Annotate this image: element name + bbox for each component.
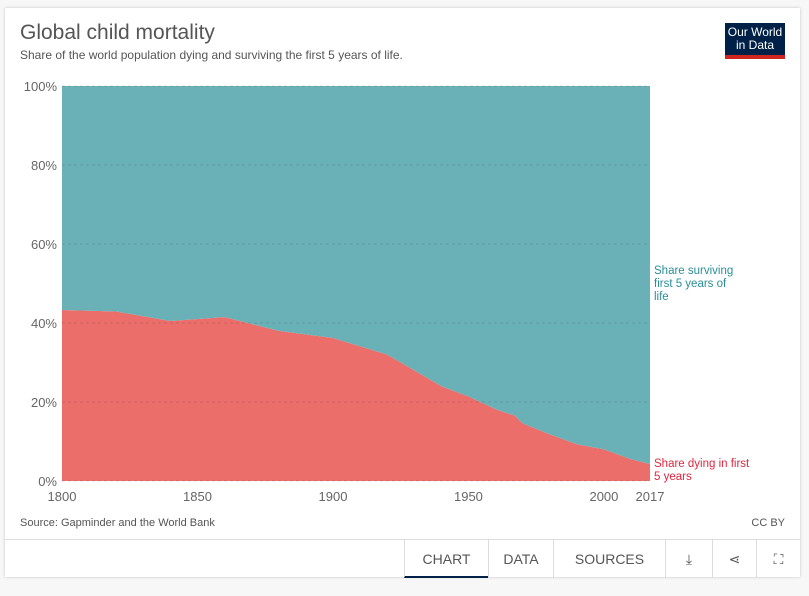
logo-line1: Our World (727, 25, 783, 39)
x-tick-label: 2000 (589, 489, 618, 504)
owid-logo[interactable]: Our World in Data (725, 23, 785, 59)
series-label-dying: 5 years (654, 471, 692, 483)
x-tick-label: 1900 (319, 489, 348, 504)
x-tick-label: 1850 (183, 489, 212, 504)
y-tick-label: 80% (31, 158, 57, 173)
chart-subtitle: Share of the world population dying and … (20, 48, 403, 62)
fullscreen-icon[interactable]: ⛶ (756, 540, 800, 578)
license[interactable]: CC BY (751, 517, 785, 529)
download-icon[interactable]: ⤓ (665, 540, 712, 578)
logo-line2: in Data (735, 38, 775, 52)
x-tick-label: 1950 (454, 489, 483, 504)
area-series-1 (62, 86, 650, 465)
source-note[interactable]: Source: Gapminder and the World Bank (20, 517, 215, 529)
footer-toolbar: CHART DATA SOURCES ⤓ ⋖ ⛶ (5, 539, 800, 578)
chart-svg: 0% 20% 40% 60% 80% 100% 1800 1850 1900 1950 2000 20… (24, 79, 750, 504)
y-tick-label: 20% (31, 395, 57, 410)
chart-card: Global child mortality Share of the worl… (5, 8, 800, 578)
y-tick-label: 60% (31, 237, 57, 252)
y-tick-label: 40% (31, 316, 57, 331)
share-icon[interactable]: ⋖ (712, 540, 756, 578)
series-label-surviving: first 5 years of (654, 278, 727, 290)
x-tick-label: 2017 (636, 489, 665, 504)
x-tick-label: 1800 (48, 489, 77, 504)
tab-sources[interactable]: SOURCES (553, 540, 665, 578)
y-tick-label: 0% (38, 474, 57, 489)
tab-chart[interactable]: CHART (404, 540, 488, 578)
tab-data[interactable]: DATA (488, 540, 553, 578)
area-series-0 (62, 309, 650, 481)
series-label-surviving: Share surviving (654, 265, 733, 277)
y-tick-label: 100% (24, 79, 58, 94)
chart-title: Global child mortality (20, 21, 215, 44)
series-label-surviving: life (654, 291, 669, 303)
series-label-dying: Share dying in first (654, 458, 750, 470)
